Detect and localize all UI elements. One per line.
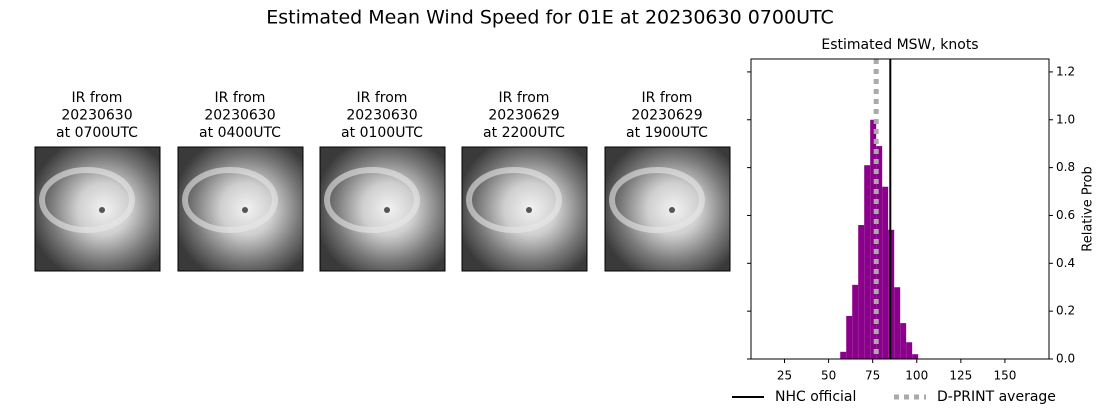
panel-title: at 2200UTC [483,125,565,141]
panel-title: IR from [357,90,408,106]
panel-title: at 0100UTC [341,125,423,141]
bar [912,354,919,359]
y-tick-label: 0.8 [1056,160,1075,174]
eye [669,207,675,213]
panel-title: at 0400UTC [199,125,281,141]
y-tick-label: 0.0 [1056,352,1075,366]
x-tick-label: 100 [905,369,928,383]
cloud-band [39,167,135,233]
panel-title: 20230630 [204,108,275,124]
y-tick-label: 0.4 [1056,256,1075,270]
y-axis-label: Relative Prob [1081,166,1096,251]
figure-title: Estimated Mean Wind Speed for 01E at 202… [266,7,834,29]
legend-label: NHC official [775,389,856,405]
x-tick-label: 25 [777,369,792,383]
y-tick-label: 0.2 [1056,304,1075,318]
image-bg [461,146,588,272]
axes-frame [750,58,1050,360]
x-tick-label: 150 [993,369,1016,383]
panel-title: IR from [499,90,550,106]
panel-title: IR from [72,90,123,106]
panel-title: 20230630 [346,108,417,124]
panel-title: IR from [215,90,266,106]
panel-title: IR from [642,90,693,106]
bar [870,119,877,359]
eye [242,207,248,213]
panel-title: at 1900UTC [626,125,708,141]
satellite-image [177,146,304,272]
cloud-band [182,167,278,233]
y-tick-label: 0.6 [1056,208,1075,222]
bar [840,351,847,359]
eye [384,207,390,213]
chart-title: Estimated MSW, knots [821,37,978,53]
image-bg [34,146,161,272]
panel-title: at 0700UTC [56,125,138,141]
image-bg [604,146,731,272]
bar [906,342,913,359]
eye [526,207,532,213]
bar [858,225,865,359]
image-bg [177,146,304,272]
y-tick-label: 1.2 [1056,64,1075,78]
satellite-image [319,146,446,272]
satellite-image [604,146,731,272]
bar [864,165,871,359]
x-tick-label: 125 [949,369,972,383]
bar [882,186,889,359]
bar [852,284,859,359]
eye [99,207,105,213]
y-tick-label: 1.0 [1056,112,1075,126]
cloud-band [466,167,562,233]
bar [900,323,907,359]
x-tick-label: 50 [821,369,836,383]
panel-title: 20230630 [61,108,132,124]
legend-label: D-PRINT average [937,389,1056,405]
x-tick-label: 75 [865,369,880,383]
bar [894,287,901,359]
satellite-image [34,146,161,272]
cloud-band [609,167,705,233]
image-bg [319,146,446,272]
cloud-band [324,167,420,233]
bar [846,315,853,359]
panel-title: 20230629 [488,108,559,124]
satellite-image [461,146,588,272]
bar [876,146,883,359]
panel-title: 20230629 [631,108,702,124]
